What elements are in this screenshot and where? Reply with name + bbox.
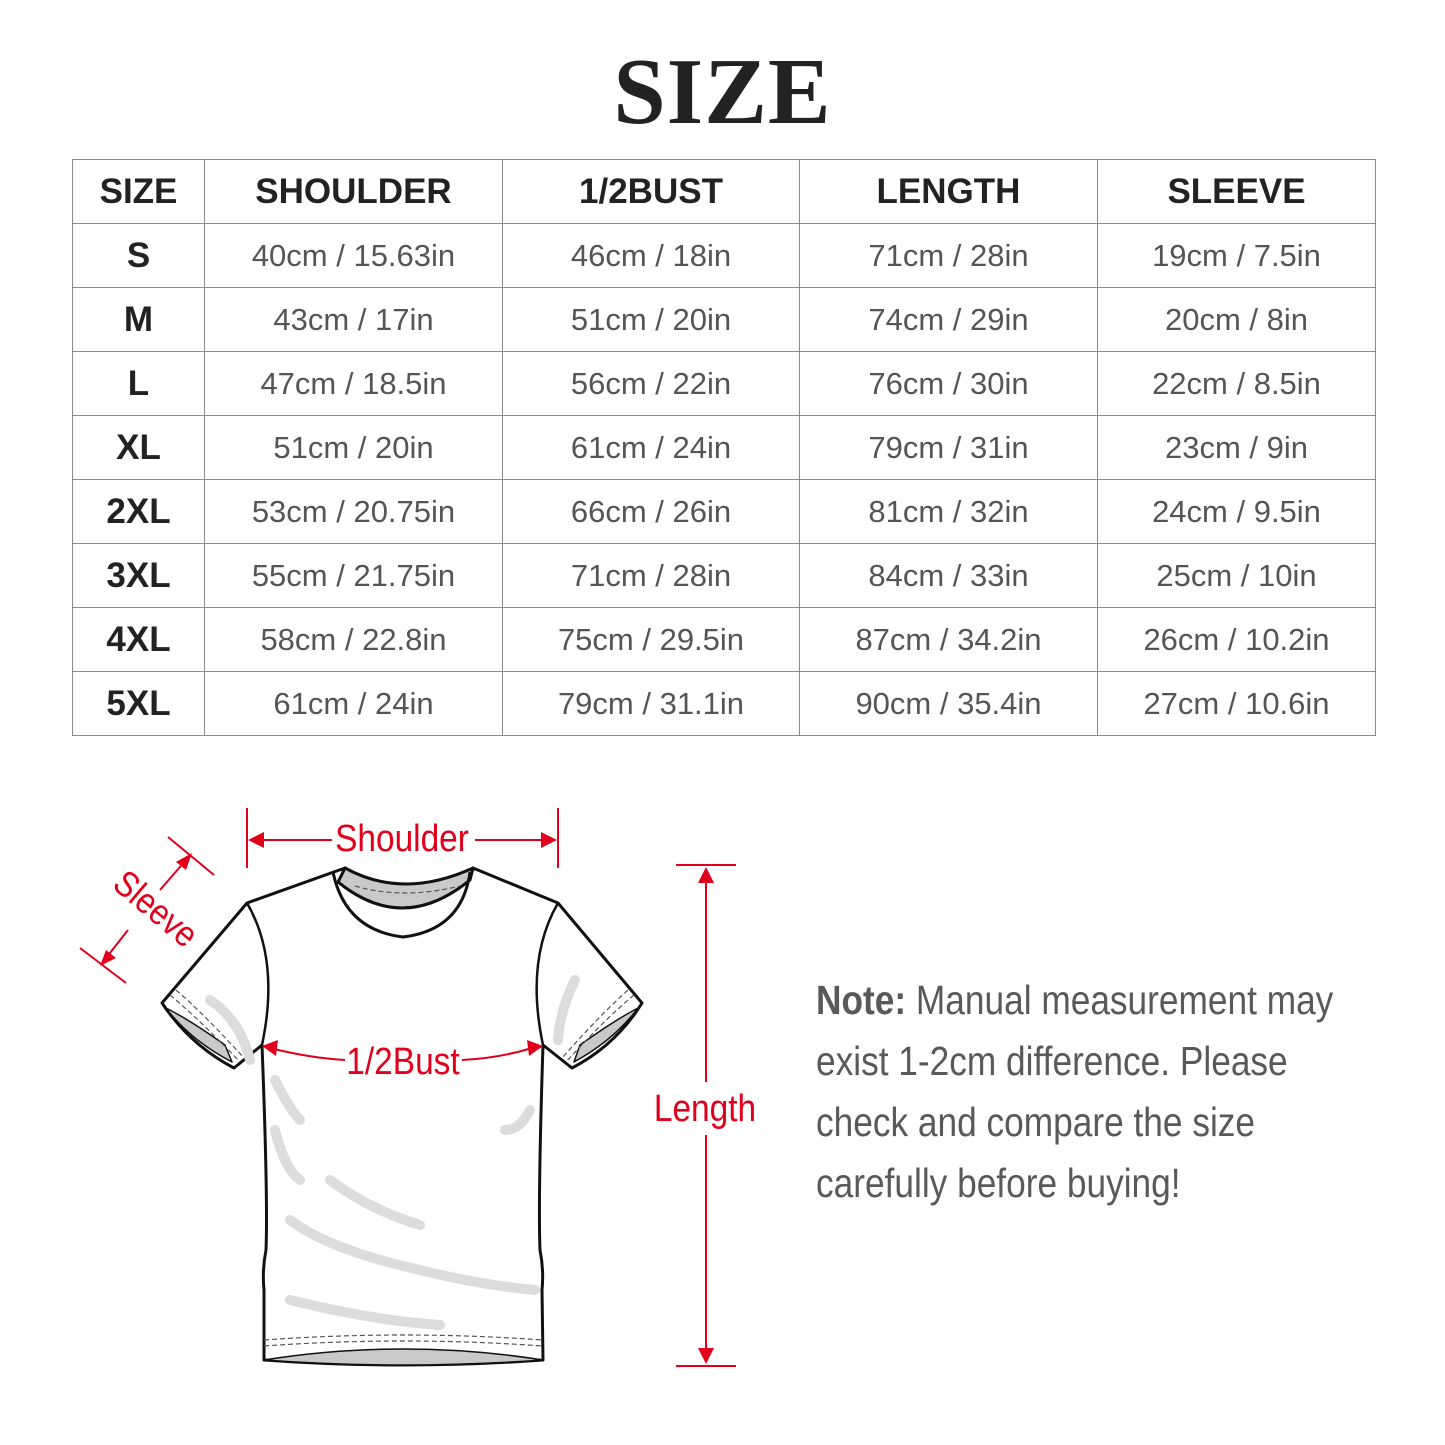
measurement-cell: 27cm / 10.6in [1097, 671, 1376, 736]
bust-arrowhead-right [527, 1040, 543, 1056]
shoulder-arrowhead-left [248, 832, 264, 848]
column-header-length: LENGTH [799, 159, 1098, 224]
measurement-cell: 46cm / 18in [502, 223, 800, 288]
column-header-size: SIZE [72, 159, 205, 224]
note-body: Manual measurement may exist 1-2cm diffe… [816, 977, 1334, 1206]
bust-label: 1/2Bust [346, 1040, 459, 1082]
measurement-cell: 79cm / 31in [799, 415, 1098, 480]
measurement-cell: 19cm / 7.5in [1097, 223, 1376, 288]
measurement-cell: 55cm / 21.75in [204, 543, 503, 608]
measurement-cell: 43cm / 17in [204, 287, 503, 352]
table-body: S 40cm / 15.63in 46cm / 18in 71cm / 28in 19c… [72, 223, 1376, 736]
size-cell: L [72, 351, 205, 416]
table-row: 3XL 55cm / 21.75in 71cm / 28in 84cm / 33in 2… [72, 543, 1376, 608]
measurement-cell: 90cm / 35.4in [799, 671, 1098, 736]
sleeve-arrowhead-top [176, 853, 192, 870]
measurement-cell: 79cm / 31.1in [502, 671, 800, 736]
size-cell: 4XL [72, 607, 205, 672]
measurement-cell: 53cm / 20.75in [204, 479, 503, 544]
page-title: SIZE [613, 40, 832, 144]
size-cell: 2XL [72, 479, 205, 544]
measurement-cell: 20cm / 8in [1097, 287, 1376, 352]
table-row: 5XL 61cm / 24in 79cm / 31.1in 90cm / 35.4in… [72, 671, 1376, 736]
measurement-cell: 61cm / 24in [204, 671, 503, 736]
measurement-cell: 22cm / 8.5in [1097, 351, 1376, 416]
bust-arrowhead-left [262, 1040, 278, 1056]
measurement-cell: 75cm / 29.5in [502, 607, 800, 672]
bust-arrow-line-right [461, 1047, 533, 1061]
measurement-cell: 76cm / 30in [799, 351, 1098, 416]
note-label: Note: [816, 977, 907, 1023]
length-arrowhead-bottom [698, 1348, 714, 1364]
shoulder-arrowhead-right [541, 832, 557, 848]
shoulder-label: Shoulder [335, 817, 469, 859]
column-header-sleeve: SLEEVE [1097, 159, 1376, 224]
measurement-cell: 56cm / 22in [502, 351, 800, 416]
table-header-row: SIZE SHOULDER 1/2BUST LENGTH SLEEVE [72, 159, 1376, 224]
measurement-markers [79, 808, 736, 1367]
table-row: M 43cm / 17in 51cm / 20in 74cm / 29in 20cm /… [72, 287, 1376, 352]
measurement-cell: 24cm / 9.5in [1097, 479, 1376, 544]
table-row: S 40cm / 15.63in 46cm / 18in 71cm / 28in 19c… [72, 223, 1376, 288]
measurement-cell: 47cm / 18.5in [204, 351, 503, 416]
measurement-cell: 71cm / 28in [502, 543, 800, 608]
measurement-cell: 23cm / 9in [1097, 415, 1376, 480]
measurement-cell: 61cm / 24in [502, 415, 800, 480]
measurement-cell: 40cm / 15.63in [204, 223, 503, 288]
table-row: L 47cm / 18.5in 56cm / 22in 76cm / 30in 22cm… [72, 351, 1376, 416]
bust-arrow-line-left [269, 1047, 346, 1061]
sleeve-bottom-tick [79, 947, 127, 984]
sleeve-top-tick [167, 836, 215, 876]
sleeve-label: Sleeve [105, 862, 205, 955]
measurement-cell: 84cm / 33in [799, 543, 1098, 608]
table-row: XL 51cm / 20in 61cm / 24in 79cm / 31in 23cm … [72, 415, 1376, 480]
size-cell: M [72, 287, 205, 352]
measurement-cell: 81cm / 32in [799, 479, 1098, 544]
column-header-1-2bust: 1/2BUST [502, 159, 800, 224]
measurement-cell: 25cm / 10in [1097, 543, 1376, 608]
size-cell: 5XL [72, 671, 205, 736]
size-cell: 3XL [72, 543, 205, 608]
size-cell: S [72, 223, 205, 288]
length-arrowhead-top [698, 867, 714, 883]
measurement-cell: 51cm / 20in [502, 287, 800, 352]
measurement-cell: 58cm / 22.8in [204, 607, 503, 672]
sleeve-arrowhead-bottom [100, 950, 116, 966]
measurement-cell: 51cm / 20in [204, 415, 503, 480]
measurement-cell: 26cm / 10.2in [1097, 607, 1376, 672]
note-text: Note: Manual measurement may exist 1-2cm… [816, 970, 1384, 1214]
size-table: SIZE SHOULDER 1/2BUST LENGTH SLEEVE S 40cm / … [72, 159, 1376, 736]
tshirt-illustration [160, 866, 644, 1367]
table-row: 2XL 53cm / 20.75in 66cm / 26in 81cm / 32in 2… [72, 479, 1376, 544]
length-label: Length [654, 1087, 756, 1129]
measurement-cell: 74cm / 29in [799, 287, 1098, 352]
measurement-cell: 66cm / 26in [502, 479, 800, 544]
